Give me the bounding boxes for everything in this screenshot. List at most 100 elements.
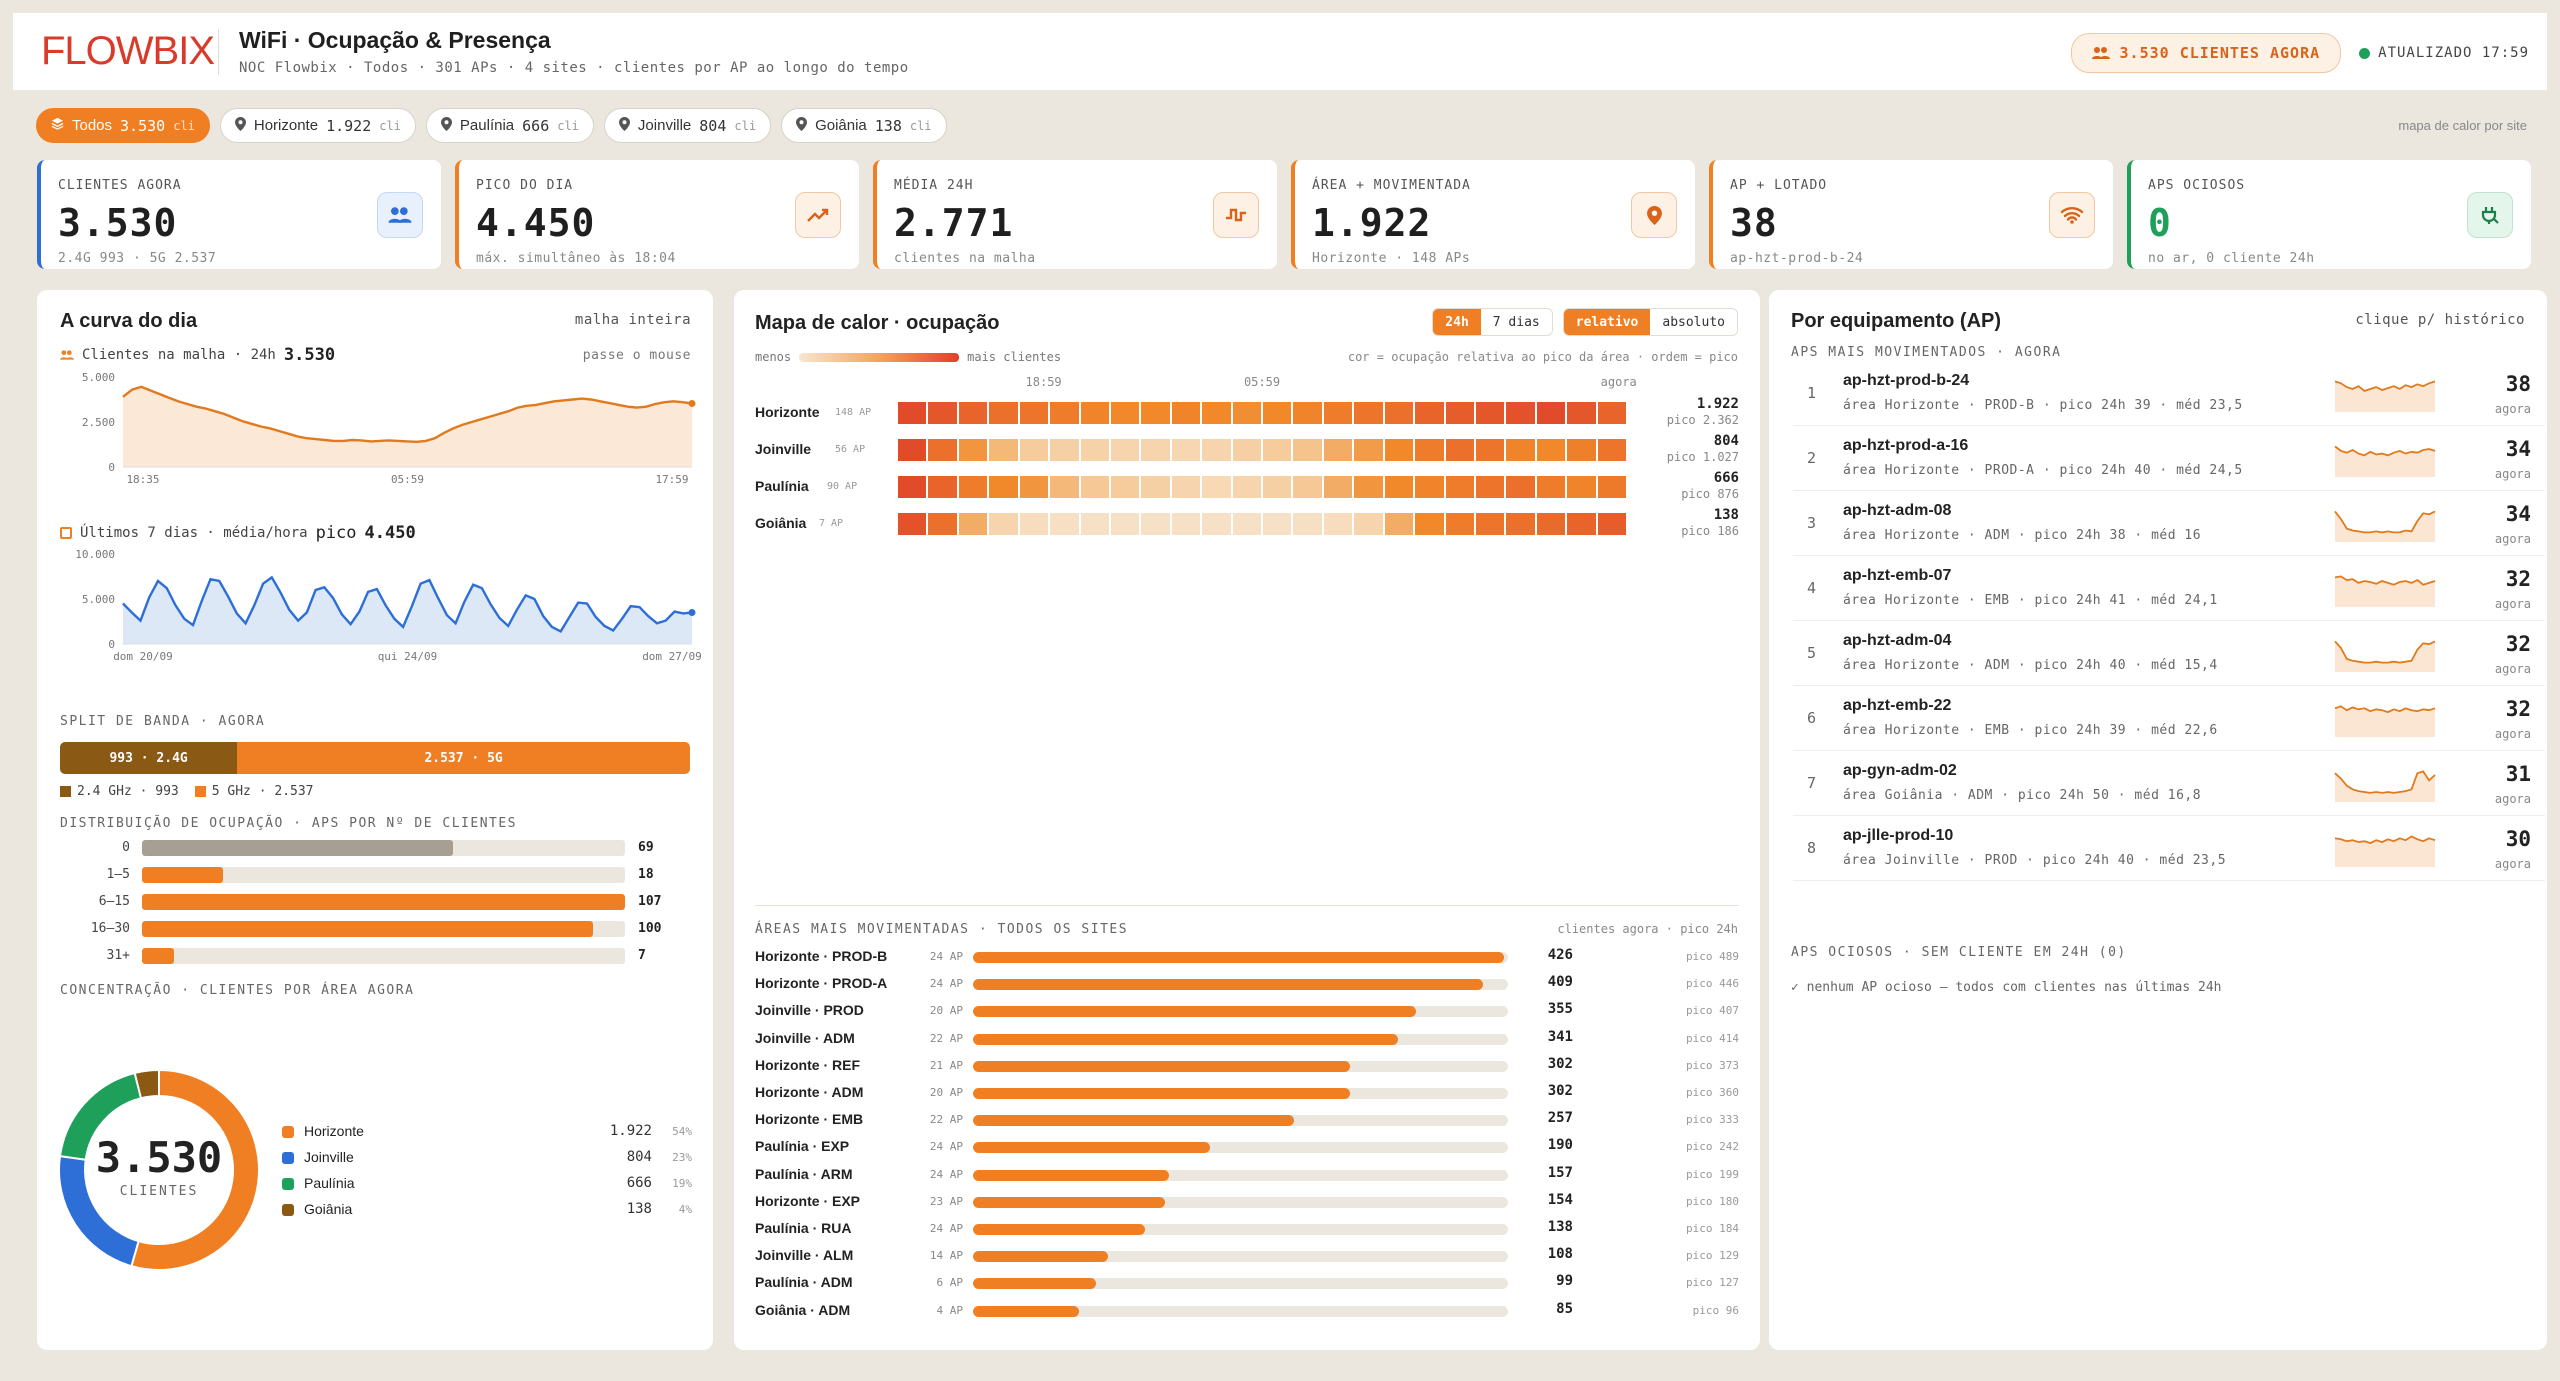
heatmap-cell[interactable] [1171,513,1201,535]
heatmap-cell[interactable] [1202,402,1231,424]
area-row[interactable]: Joinville · ALM 14 AP 108 pico 129 [755,1245,1739,1265]
heatmap-cell[interactable] [1293,402,1322,424]
heatmap-cell[interactable] [1263,476,1292,498]
ap-row[interactable]: 8 ap-jlle-prod-10 área Joinville · PROD · … [1793,817,2545,881]
heatmap-cell[interactable] [1415,476,1444,498]
heatmap-cell[interactable] [1597,439,1627,461]
day-curve-chart[interactable]: 5.000 2.500 0 18:35 05:59 17:59 [37,365,713,505]
heatmap-by-site-link[interactable]: mapa de calor por site [2398,118,2527,133]
heatmap-cell[interactable] [1141,439,1170,461]
heatmap-cell[interactable] [1506,513,1535,535]
heatmap-cell[interactable] [1019,476,1049,498]
heatmap-cell[interactable] [1476,439,1505,461]
heatmap-cell[interactable] [1597,402,1627,424]
heatmap-cell[interactable] [1384,476,1414,498]
heatmap-cell[interactable] [1567,513,1596,535]
band-24ghz-segment[interactable]: 993 · 2.4G [60,742,238,774]
heatmap-cell[interactable] [1567,476,1596,498]
ap-row[interactable]: 1 ap-hzt-prod-b-24 área Horizonte · PROD-B… [1793,362,2545,426]
heatmap-cell[interactable] [958,439,988,461]
heatmap-row-goiânia[interactable]: Goiânia 7 AP 138 pico 186 [755,507,1739,539]
heatmap-cell[interactable] [1050,402,1079,424]
heatmap-cell[interactable] [928,476,957,498]
heatmap-cell[interactable] [1050,513,1079,535]
heatmap-cell[interactable] [1080,476,1109,498]
range-option-0[interactable]: 24h [1433,309,1481,335]
distribution-row[interactable]: 31+ 7 [60,946,700,966]
heatmap-cell[interactable] [1110,476,1140,498]
heatmap-cell[interactable] [1445,439,1475,461]
heatmap-cell[interactable] [1354,439,1383,461]
concentration-legend-row[interactable]: Paulínia 666 19% [282,1174,692,1194]
heatmap-cell[interactable] [989,513,1018,535]
heatmap-cell[interactable] [1536,439,1566,461]
heatmap-cell[interactable] [1506,402,1535,424]
heatmap-cell[interactable] [1476,513,1505,535]
ap-row[interactable]: 7 ap-gyn-adm-02 área Goiânia · ADM · pico … [1793,752,2545,816]
distribution-row[interactable]: 16–30 100 [60,919,700,939]
area-row[interactable]: Horizonte · EMB 22 AP 257 pico 333 [755,1109,1739,1129]
heatmap-cell[interactable] [1354,476,1383,498]
mode-option-1[interactable]: absoluto [1662,314,1725,330]
day-current-point[interactable] [688,399,696,407]
heatmap-cell[interactable] [989,439,1018,461]
band-split-bar[interactable]: 993 · 2.4G 2.537 · 5G [60,742,690,774]
heatmap-cell[interactable] [1050,476,1079,498]
area-row[interactable]: Joinville · ADM 22 AP 341 pico 414 [755,1028,1739,1048]
heatmap-cell[interactable] [1019,402,1049,424]
heatmap-cell[interactable] [1323,476,1353,498]
heatmap-cell[interactable] [1415,402,1444,424]
heatmap-cell[interactable] [1232,476,1262,498]
heatmap-cell[interactable] [928,402,957,424]
heatmap-cell[interactable] [1019,513,1049,535]
heatmap-cell[interactable] [1506,439,1535,461]
live-clients-pill[interactable]: 3.530 CLIENTES AGORA [2070,33,2342,73]
filter-chip-joinville[interactable]: Joinville 804 cli [603,108,772,143]
heatmap-cell[interactable] [928,513,957,535]
area-row[interactable]: Paulínia · ARM 24 AP 157 pico 199 [755,1164,1739,1184]
heatmap-row-horizonte[interactable]: Horizonte 148 AP 1.922 pico 2.362 [755,396,1739,428]
heatmap-cell[interactable] [1232,513,1262,535]
ap-row[interactable]: 3 ap-hzt-adm-08 área Horizonte · ADM · pic… [1793,492,2545,556]
heatmap-cell[interactable] [1323,439,1353,461]
heatmap-cell[interactable] [1202,476,1231,498]
heatmap-cell[interactable] [1597,513,1627,535]
ap-row[interactable]: 4 ap-hzt-emb-07 área Horizonte · EMB · pic… [1793,557,2545,621]
area-row[interactable]: Paulínia · EXP 24 AP 190 pico 242 [755,1136,1739,1156]
heatmap-cell[interactable] [1536,402,1566,424]
heatmap-cell[interactable] [1141,402,1170,424]
area-row[interactable]: Horizonte · EXP 23 AP 154 pico 180 [755,1191,1739,1211]
donut-slice-goiânia[interactable] [133,1068,160,1100]
area-row[interactable]: Joinville · PROD 20 AP 355 pico 407 [755,1000,1739,1020]
heatmap-cell[interactable] [1445,402,1475,424]
concentration-legend-row[interactable]: Joinville 804 23% [282,1148,692,1168]
range-option-1[interactable]: 7 dias [1492,314,1540,330]
heatmap-cell[interactable] [958,402,988,424]
heatmap-cell[interactable] [1141,476,1170,498]
heatmap-cell[interactable] [1506,476,1535,498]
area-row[interactable]: Horizonte · ADM 20 AP 302 pico 360 [755,1082,1739,1102]
heatmap-cell[interactable] [1202,439,1231,461]
heatmap-cell[interactable] [1354,513,1383,535]
heatmap-cell[interactable] [1232,402,1262,424]
distribution-row[interactable]: 0 69 [60,838,700,858]
heatmap-cell[interactable] [1323,402,1353,424]
area-row[interactable]: Horizonte · PROD-A 24 AP 409 pico 446 [755,973,1739,993]
ap-row[interactable]: 5 ap-hzt-adm-04 área Horizonte · ADM · pic… [1793,622,2545,686]
concentration-donut[interactable] [49,1060,269,1280]
heatmap-cell[interactable] [898,402,927,424]
heatmap-cell[interactable] [1263,513,1292,535]
heatmap-cell[interactable] [1445,476,1475,498]
heatmap-cell[interactable] [989,402,1018,424]
filter-chip-paulínia[interactable]: Paulínia 666 cli [425,108,594,143]
heatmap-cell[interactable] [1293,476,1322,498]
heatmap-cell[interactable] [958,513,988,535]
heatmap-cell[interactable] [1263,402,1292,424]
distribution-row[interactable]: 6–15 107 [60,892,700,912]
donut-slice-horizonte[interactable] [130,1068,260,1271]
heatmap-cell[interactable] [989,476,1018,498]
heatmap-cell[interactable] [898,476,927,498]
heatmap-cell[interactable] [1384,513,1414,535]
heatmap-cell[interactable] [1415,513,1444,535]
heatmap-cell[interactable] [1476,476,1505,498]
